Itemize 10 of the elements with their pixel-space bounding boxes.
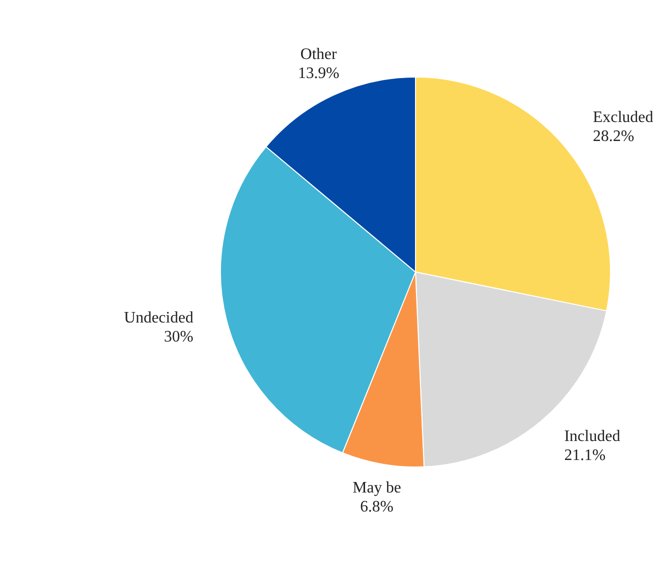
data-label: 13.9% — [298, 65, 340, 82]
data-label: 28.2% — [592, 128, 634, 145]
data-label: 6.8% — [360, 498, 394, 516]
data-label: 30% — [164, 328, 194, 346]
slice-label: Included — [564, 428, 620, 445]
slice-label: May be — [352, 479, 402, 496]
data-label: 21.1% — [564, 446, 606, 464]
slice-label: Undecided — [124, 309, 194, 326]
slice-label: Other — [300, 46, 338, 64]
slice-label: Excluded — [592, 108, 654, 126]
